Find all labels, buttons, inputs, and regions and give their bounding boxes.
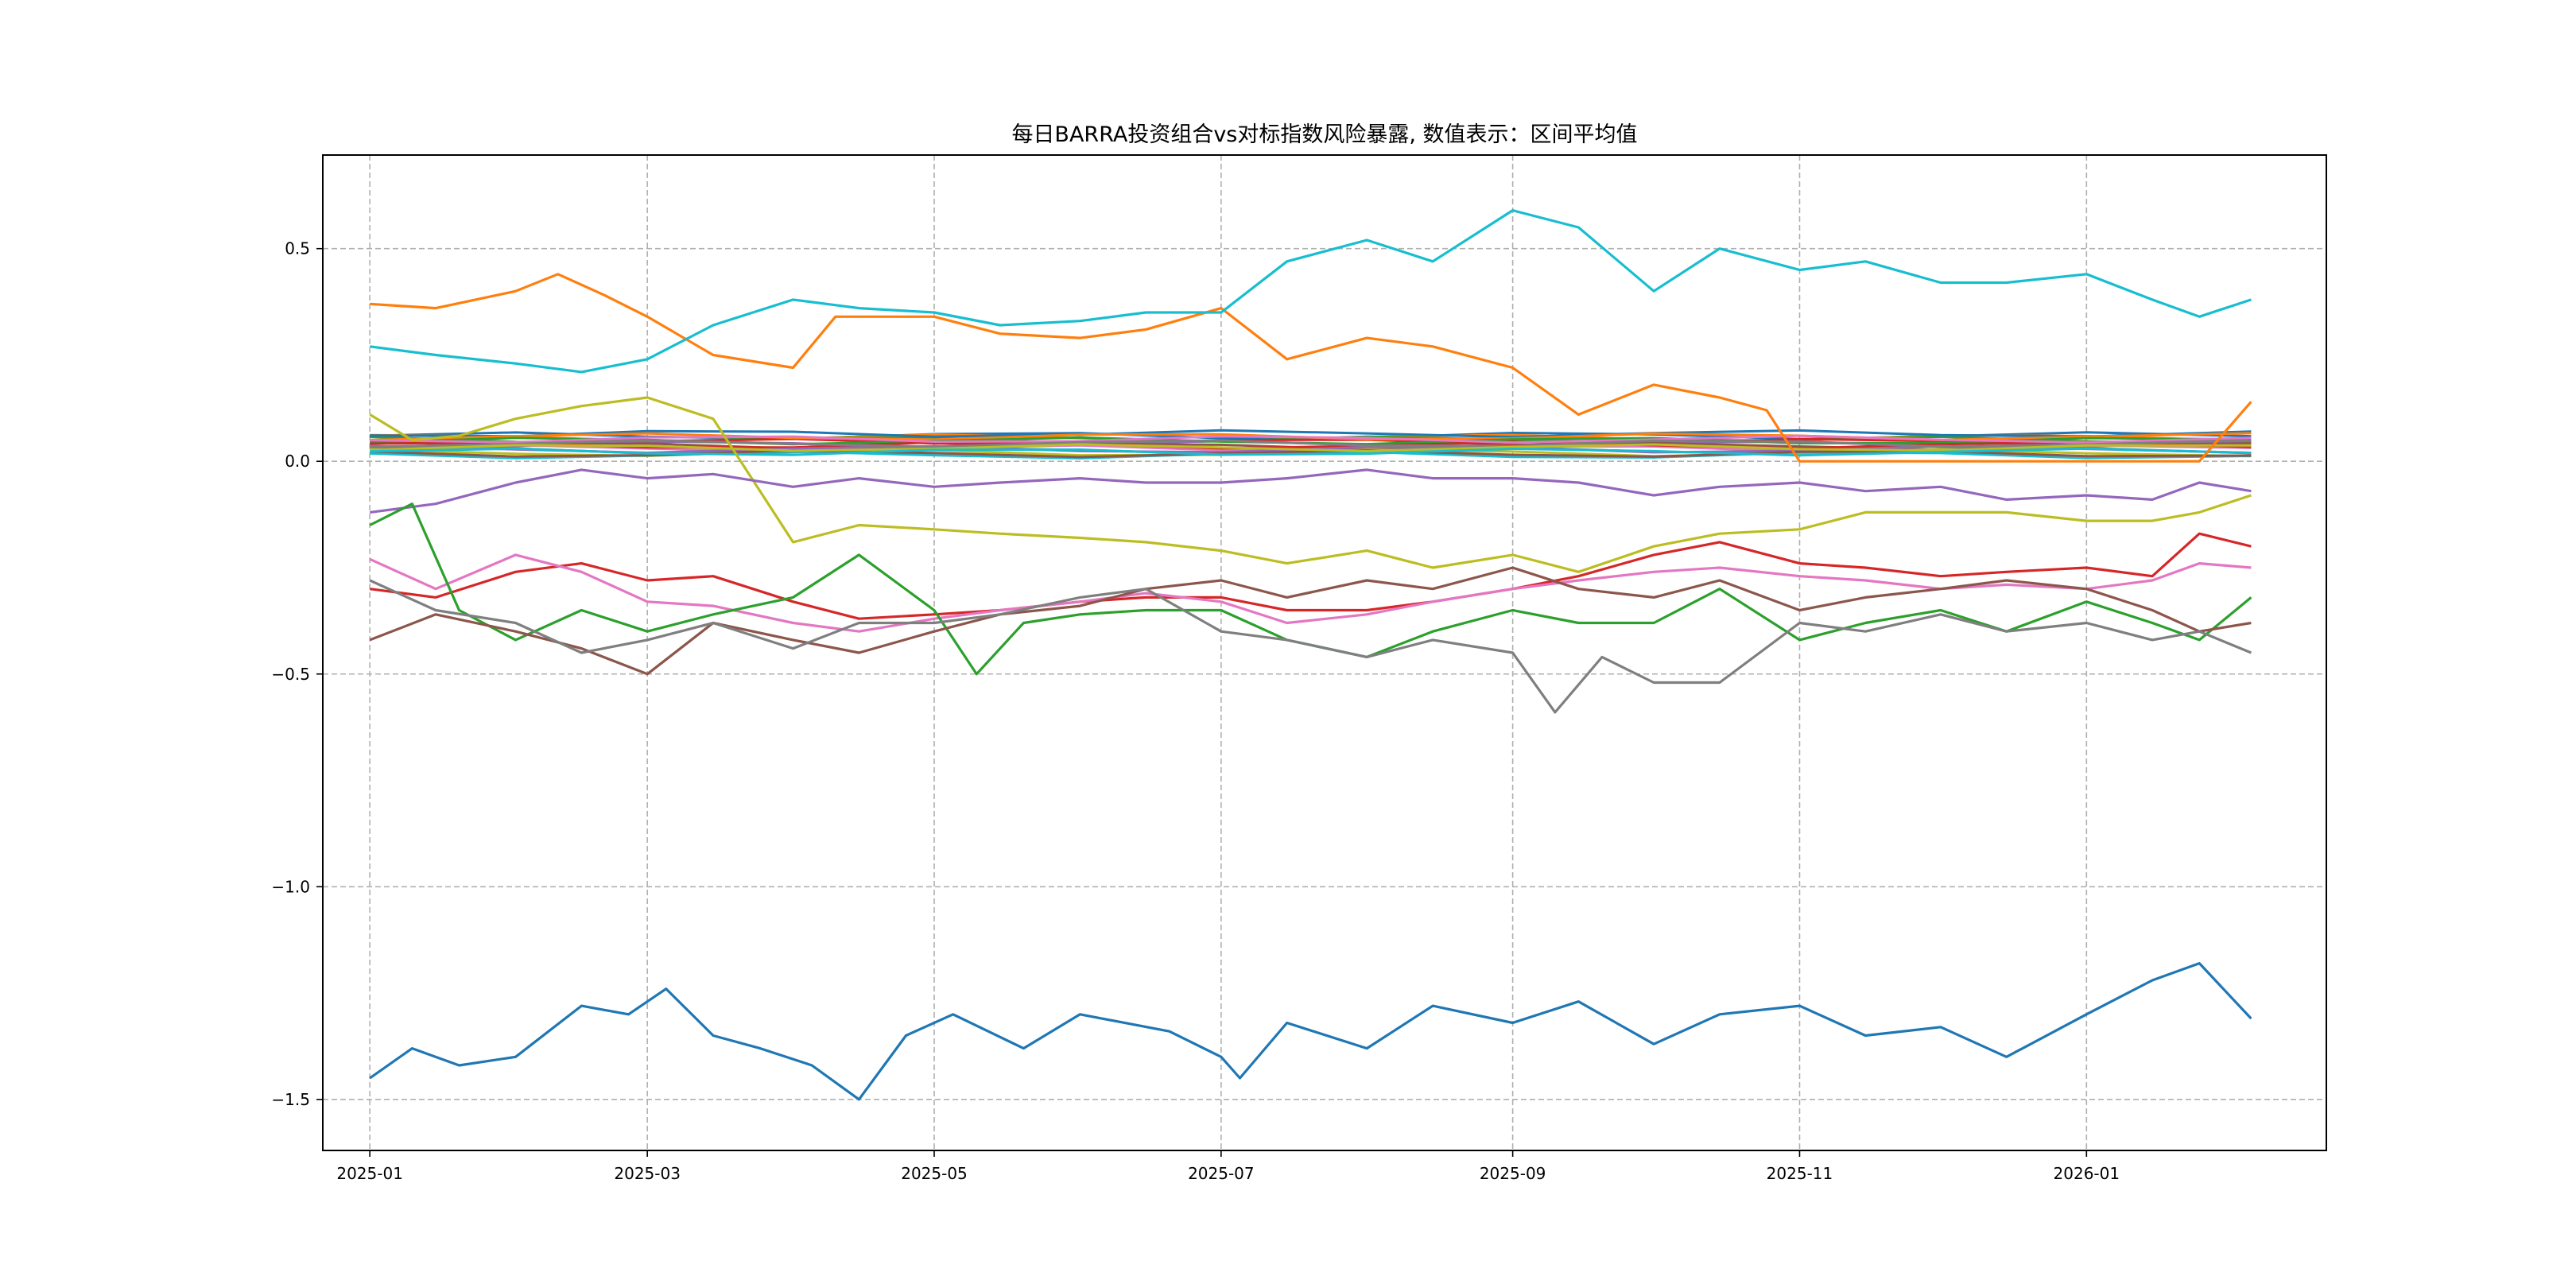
near-zero-series-line	[370, 438, 2252, 448]
series-line	[369, 579, 2252, 714]
near-zero-series-line	[370, 429, 2252, 439]
series-line	[369, 502, 2252, 676]
y-tick-label: 0.0	[285, 452, 310, 471]
near-zero-series-line	[370, 443, 2252, 452]
x-tick-label: 2025-03	[614, 1164, 681, 1183]
x-tick-label: 2025-11	[1767, 1164, 1833, 1183]
y-tick-label: −1.5	[271, 1090, 310, 1109]
series-lines	[369, 209, 2252, 1101]
plot-frame	[322, 154, 2327, 1151]
axis-ticks: 2025-01 2025-03 2025-05 2025-07 2025-09 2025-…	[271, 239, 2120, 1183]
series-line	[369, 566, 2252, 676]
near-zero-series-line	[370, 434, 2252, 444]
near-zero-series-band	[370, 429, 2252, 460]
y-tick-label: −0.5	[271, 665, 310, 684]
series-line	[369, 209, 2252, 374]
x-tick-label: 2025-01	[336, 1164, 403, 1183]
near-zero-series-line	[370, 447, 2252, 457]
y-tick-label: −1.0	[271, 877, 310, 896]
series-line	[369, 961, 2252, 1101]
series-line	[369, 468, 2252, 514]
x-tick-label: 2025-05	[901, 1164, 968, 1183]
x-tick-label: 2025-07	[1188, 1164, 1255, 1183]
series-line	[369, 396, 2252, 573]
chart-title: 每日BARRA投资组合vs对标指数风险暴露, 数值表示：区间平均值	[1011, 122, 1637, 147]
x-tick-label: 2026-01	[2054, 1164, 2120, 1183]
series-line	[369, 553, 2252, 633]
x-tick-label: 2025-09	[1480, 1164, 1546, 1183]
y-tick-label: 0.5	[285, 239, 310, 258]
grid-lines	[323, 155, 2326, 1150]
series-line	[369, 532, 2252, 620]
series-line	[370, 273, 2252, 463]
